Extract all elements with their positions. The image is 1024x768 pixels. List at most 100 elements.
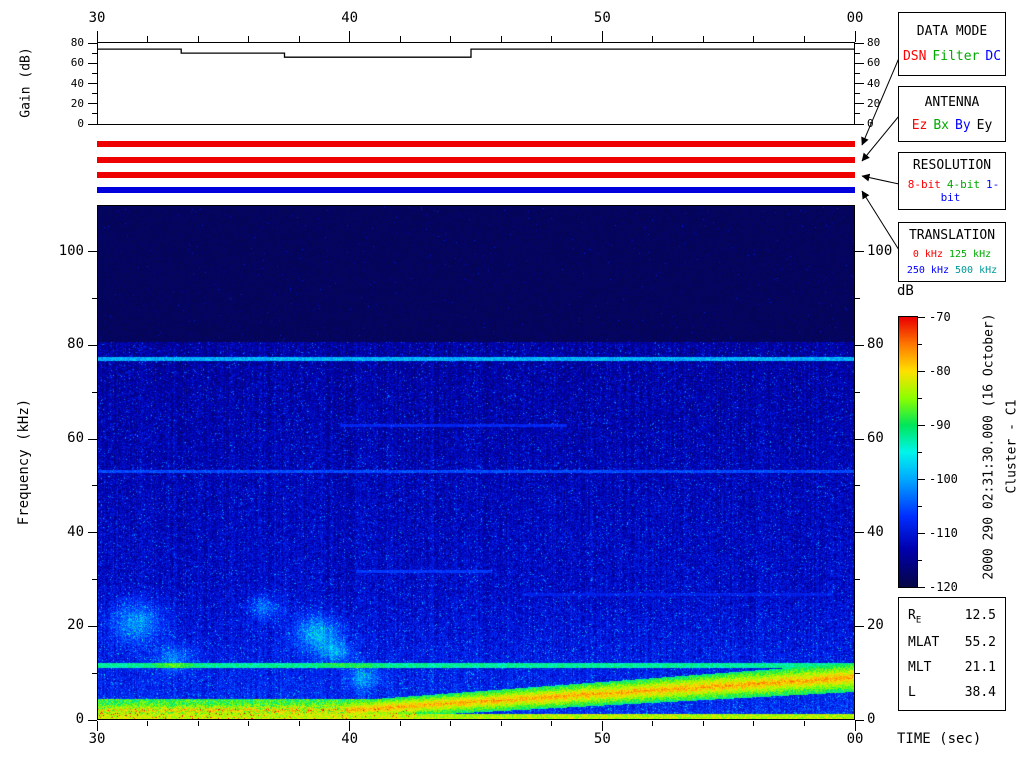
- ephemeris-value: 12.5: [964, 607, 996, 623]
- tick-mark: [551, 721, 553, 726]
- legend-box-title: ANTENNA: [924, 95, 980, 110]
- tick-mark: [855, 123, 864, 125]
- time-tick-label-bottom: 50: [593, 731, 611, 747]
- gain-ytick-label-right: 60: [867, 56, 881, 70]
- tick-mark: [450, 721, 452, 726]
- tick-mark: [855, 344, 864, 346]
- gain-line: [98, 48, 854, 58]
- arrow-resolution: [861, 173, 900, 185]
- tick-mark: [855, 719, 864, 721]
- tick-mark: [197, 721, 199, 726]
- tick-mark: [248, 36, 250, 42]
- tick-mark: [197, 36, 199, 42]
- tick-mark: [88, 625, 97, 627]
- colorbar-tick-label: -90: [929, 418, 951, 432]
- tick-mark: [92, 485, 97, 487]
- tick-mark: [855, 103, 864, 105]
- gain-panel: [97, 42, 855, 125]
- tick-mark: [92, 52, 97, 54]
- tick-mark: [918, 451, 922, 453]
- tick-mark: [855, 391, 860, 393]
- gain-ytick-label-right: 40: [867, 76, 881, 90]
- freq-ytick-label-right: 100: [867, 242, 893, 259]
- tick-mark: [753, 721, 755, 726]
- tick-mark: [855, 52, 860, 54]
- tick-mark: [918, 397, 922, 399]
- tick-mark: [855, 438, 864, 440]
- legend-items-line: Ez Bx By Ey: [899, 118, 1005, 133]
- tick-mark: [88, 83, 97, 84]
- tick-mark: [601, 721, 603, 731]
- tick-mark: [855, 62, 864, 64]
- gain-ytick-label-left: 80: [70, 36, 84, 49]
- legend-item-by: By: [955, 118, 971, 133]
- legend-items-line: 8-bit 4-bit 1-bit: [899, 178, 1005, 204]
- legend-box-data-mode: DATA MODE DSN Filter DC: [898, 12, 1006, 76]
- freq-ytick-label-right: 80: [867, 336, 884, 353]
- ephemeris-row-r: RE 12.5: [899, 608, 1005, 626]
- tick-mark: [918, 316, 925, 318]
- colorbar-tick-label: -120: [929, 580, 958, 594]
- spacecraft-label: Cluster - C1: [1004, 399, 1020, 494]
- tick-mark: [918, 559, 922, 561]
- time-tick-label-top: 50: [593, 10, 611, 26]
- colorbar-title: dB: [897, 283, 914, 299]
- tick-mark: [92, 93, 97, 95]
- tick-mark: [855, 579, 860, 581]
- legend-item-bx: Bx: [933, 118, 949, 133]
- legend-item-ez: Ez: [911, 118, 928, 133]
- time-tick-label-bottom: 00: [846, 731, 864, 747]
- freq-ytick-label-left: 0: [75, 711, 84, 727]
- legend-item-500-khz: 500 kHz: [955, 264, 998, 276]
- tick-mark: [88, 344, 97, 346]
- tick-mark: [855, 672, 860, 674]
- ephemeris-box: RE 12.5 MLAT 55.2 MLT 21.1 L 38.4: [898, 597, 1006, 711]
- legend-box-title: TRANSLATION: [908, 228, 996, 244]
- mode-bar-translation: [97, 187, 855, 193]
- tick-mark: [88, 532, 97, 534]
- tick-mark: [88, 62, 97, 64]
- tick-mark: [96, 721, 98, 731]
- tick-mark: [349, 31, 351, 42]
- mode-bar-data-mode: [97, 141, 855, 147]
- tick-mark: [88, 251, 97, 253]
- legend-box-title: RESOLUTION: [912, 158, 992, 173]
- tick-mark: [855, 532, 864, 534]
- tick-mark: [88, 103, 97, 105]
- ephemeris-label: RE: [908, 607, 922, 626]
- colorbar-frame: [898, 316, 918, 588]
- tick-mark: [147, 721, 149, 726]
- time-tick-label-top: 00: [846, 10, 864, 26]
- legend-item-1-bit: 1-bit: [940, 178, 1000, 204]
- frequency-axis-title: Frequency (kHz): [16, 398, 32, 526]
- tick-mark: [92, 72, 97, 74]
- tick-mark: [450, 36, 452, 42]
- legend-box-antenna: ANTENNA Ez Bx By Ey: [898, 86, 1006, 142]
- legend-box-resolution: RESOLUTION 8-bit 4-bit 1-bit: [898, 152, 1006, 210]
- tick-mark: [702, 721, 704, 726]
- tick-mark: [500, 36, 502, 42]
- legend-box-translation: TRANSLATION 0 kHz 125 kHz 250 kHz 500 kHz: [898, 222, 1006, 282]
- tick-mark: [918, 370, 925, 372]
- time-tick-label-bottom: 40: [341, 731, 359, 747]
- gain-ytick-label-right: 0: [867, 117, 874, 130]
- ephemeris-label: MLT: [908, 660, 932, 676]
- tick-mark: [601, 31, 603, 42]
- freq-ytick-label-left: 40: [67, 523, 84, 540]
- tick-mark: [248, 721, 250, 726]
- legend-item-dc: DC: [985, 49, 1002, 65]
- colorbar-gradient: [899, 317, 917, 587]
- tick-mark: [92, 298, 97, 300]
- legend-box-title: DATA MODE: [916, 23, 988, 39]
- tick-mark: [855, 298, 860, 300]
- legend-item-125-khz: 125 kHz: [948, 248, 992, 260]
- tick-mark: [753, 36, 755, 42]
- tick-mark: [918, 532, 925, 534]
- ephemeris-label: MLAT: [908, 635, 940, 651]
- tick-mark: [803, 36, 805, 42]
- tick-mark: [92, 391, 97, 393]
- arrow-data-mode: [861, 57, 900, 146]
- tick-mark: [96, 31, 98, 42]
- ephemeris-value: 38.4: [964, 685, 996, 701]
- tick-mark: [918, 478, 925, 480]
